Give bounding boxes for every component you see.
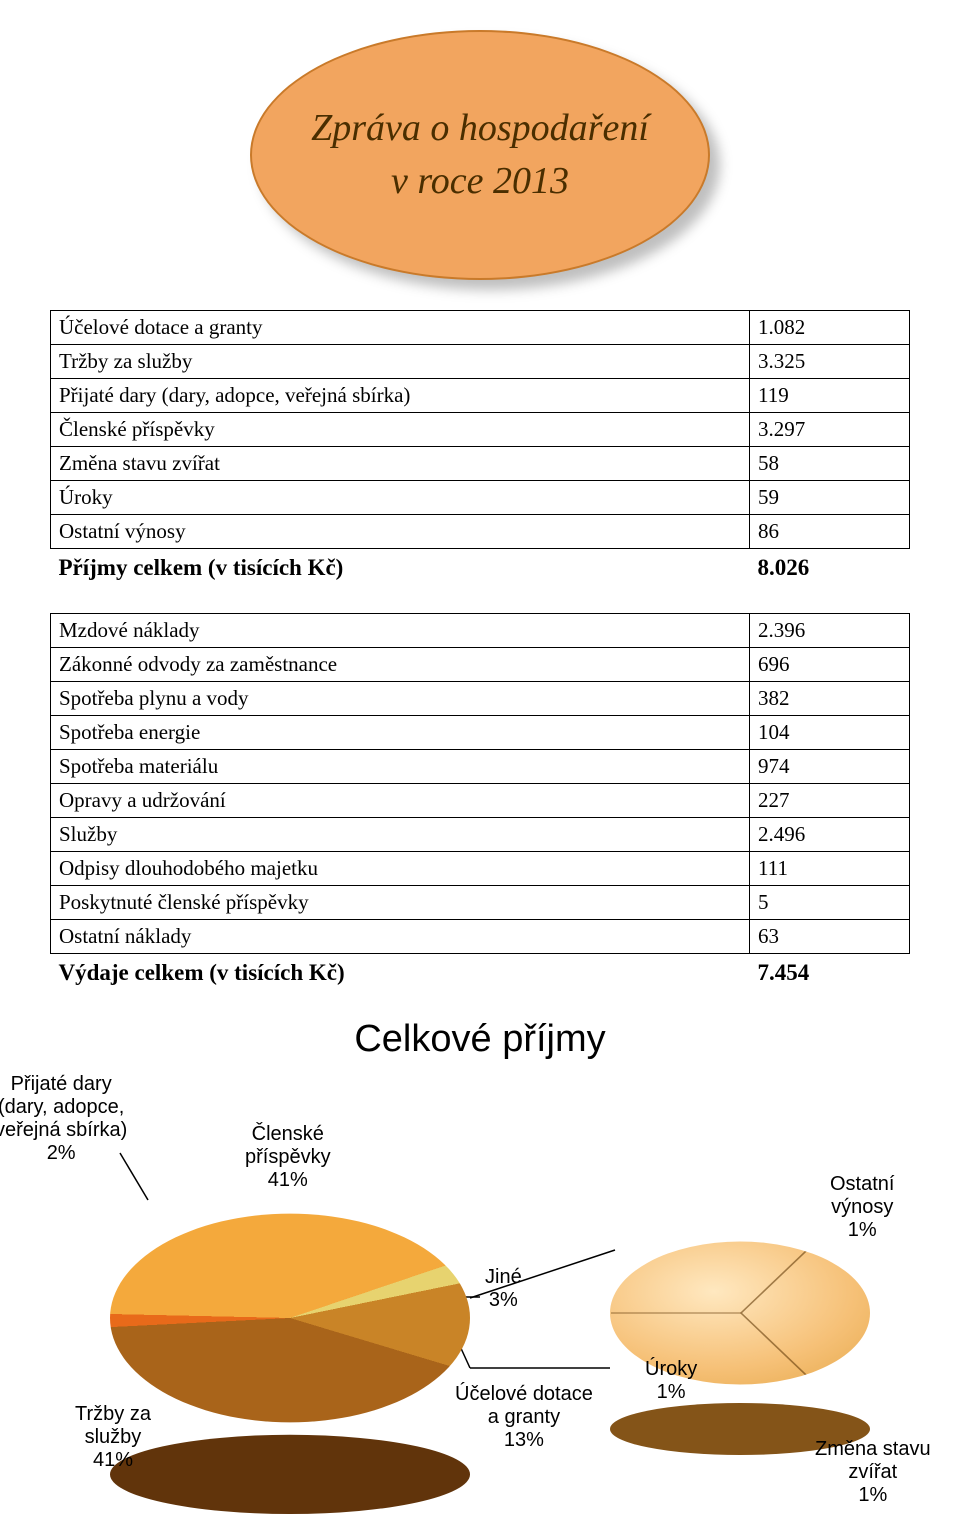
row-label: Spotřeba energie bbox=[51, 716, 750, 750]
table-row: Ostatní náklady63 bbox=[51, 920, 910, 954]
chart-label: Účelové dotace a granty 13% bbox=[455, 1383, 593, 1452]
table-row: Ostatní výnosy86 bbox=[51, 515, 910, 549]
chart-label: Jiné 3% bbox=[485, 1266, 522, 1312]
table-row: Mzdové náklady2.396 bbox=[51, 614, 910, 648]
ellipse-body: Zpráva o hospodaření v roce 2013 bbox=[250, 30, 710, 280]
chart-label: Členské příspěvky 41% bbox=[245, 1123, 331, 1192]
row-value: 58 bbox=[750, 447, 910, 481]
expense-total-label: Výdaje celkem (v tisících Kč) bbox=[51, 954, 750, 991]
chart-label: Změna stavu zvířat 1% bbox=[815, 1438, 931, 1507]
table-row: Zákonné odvody za zaměstnance696 bbox=[51, 648, 910, 682]
chart-label: Ostatní výnosy 1% bbox=[830, 1173, 894, 1242]
row-label: Spotřeba plynu a vody bbox=[51, 682, 750, 716]
table-row: Přijaté dary (dary, adopce, veřejná sbír… bbox=[51, 379, 910, 413]
table-row: Členské příspěvky3.297 bbox=[51, 413, 910, 447]
table-row: Poskytnuté členské příspěvky5 bbox=[51, 886, 910, 920]
table-row: Odpisy dlouhodobého majetku111 bbox=[51, 852, 910, 886]
table-row: Služby2.496 bbox=[51, 818, 910, 852]
row-label: Mzdové náklady bbox=[51, 614, 750, 648]
row-value: 63 bbox=[750, 920, 910, 954]
chart-label: Přijaté dary (dary, adopce, veřejná sbír… bbox=[0, 1073, 127, 1165]
row-label: Zákonné odvody za zaměstnance bbox=[51, 648, 750, 682]
row-value: 59 bbox=[750, 481, 910, 515]
income-total-value: 8.026 bbox=[750, 549, 910, 586]
table-row: Opravy a udržování227 bbox=[51, 784, 910, 818]
row-value: 3.297 bbox=[750, 413, 910, 447]
row-label: Odpisy dlouhodobého majetku bbox=[51, 852, 750, 886]
table-row: Spotřeba plynu a vody382 bbox=[51, 682, 910, 716]
row-value: 1.082 bbox=[750, 311, 910, 345]
row-value: 3.325 bbox=[750, 345, 910, 379]
income-total-row: Příjmy celkem (v tisících Kč) 8.026 bbox=[51, 549, 910, 586]
report-title-badge: Zpráva o hospodaření v roce 2013 bbox=[250, 30, 710, 280]
table-row: Změna stavu zvířat58 bbox=[51, 447, 910, 481]
expense-total-row: Výdaje celkem (v tisících Kč) 7.454 bbox=[51, 954, 910, 991]
table-row: Účelové dotace a granty1.082 bbox=[51, 311, 910, 345]
row-label: Členské příspěvky bbox=[51, 413, 750, 447]
expense-table: Mzdové náklady2.396Zákonné odvody za zam… bbox=[50, 613, 910, 990]
row-value: 104 bbox=[750, 716, 910, 750]
row-label: Spotřeba materiálu bbox=[51, 750, 750, 784]
row-value: 227 bbox=[750, 784, 910, 818]
table-row: Tržby za služby3.325 bbox=[51, 345, 910, 379]
row-label: Tržby za služby bbox=[51, 345, 750, 379]
pie-main bbox=[110, 1138, 470, 1498]
income-chart: Celkové příjmy Přijaté dary (dary, adopc… bbox=[0, 1018, 960, 1518]
table-row: Úroky59 bbox=[51, 481, 910, 515]
row-label: Účelové dotace a granty bbox=[51, 311, 750, 345]
row-label: Přijaté dary (dary, adopce, veřejná sbír… bbox=[51, 379, 750, 413]
income-total-label: Příjmy celkem (v tisících Kč) bbox=[51, 549, 750, 586]
income-table: Účelové dotace a granty1.082Tržby za slu… bbox=[50, 310, 910, 585]
expense-total-value: 7.454 bbox=[750, 954, 910, 991]
row-value: 5 bbox=[750, 886, 910, 920]
chart-label: Úroky 1% bbox=[645, 1358, 697, 1404]
chart-title: Celkové příjmy bbox=[0, 1018, 960, 1061]
row-value: 86 bbox=[750, 515, 910, 549]
row-value: 382 bbox=[750, 682, 910, 716]
row-label: Ostatní náklady bbox=[51, 920, 750, 954]
row-label: Opravy a udržování bbox=[51, 784, 750, 818]
table-row: Spotřeba materiálu974 bbox=[51, 750, 910, 784]
row-label: Služby bbox=[51, 818, 750, 852]
title-line1: Zpráva o hospodaření bbox=[311, 102, 649, 155]
row-value: 974 bbox=[750, 750, 910, 784]
table-row: Spotřeba energie104 bbox=[51, 716, 910, 750]
row-value: 696 bbox=[750, 648, 910, 682]
row-label: Změna stavu zvířat bbox=[51, 447, 750, 481]
row-value: 2.396 bbox=[750, 614, 910, 648]
row-value: 119 bbox=[750, 379, 910, 413]
row-label: Úroky bbox=[51, 481, 750, 515]
chart-label: Tržby za služby 41% bbox=[75, 1403, 151, 1472]
title-line2: v roce 2013 bbox=[391, 155, 569, 208]
row-label: Poskytnuté členské příspěvky bbox=[51, 886, 750, 920]
row-value: 111 bbox=[750, 852, 910, 886]
row-label: Ostatní výnosy bbox=[51, 515, 750, 549]
row-value: 2.496 bbox=[750, 818, 910, 852]
